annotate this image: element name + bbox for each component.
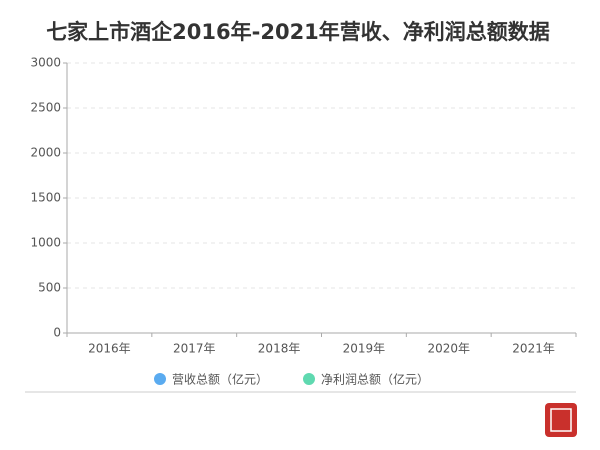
chart-title: 七家上市酒企2016年-2021年营收、净利润总额数据: [46, 20, 550, 44]
x-tick-label: 2020年: [427, 342, 470, 356]
y-tick-label: 500: [38, 281, 61, 295]
y-tick-label: 1500: [30, 191, 61, 205]
legend-swatch: [154, 373, 166, 385]
y-tick-label: 1000: [30, 236, 61, 250]
logo-mark: [550, 408, 572, 432]
y-tick-label: 2500: [30, 101, 61, 115]
legend-label: 营收总额（亿元）: [172, 372, 268, 387]
y-tick-label: 2000: [30, 146, 61, 160]
logo-badge: [545, 403, 577, 437]
y-tick-label: 3000: [30, 56, 61, 70]
logo: [545, 403, 577, 437]
legend-label: 净利润总额（亿元）: [321, 372, 429, 387]
legend-swatch: [303, 373, 315, 385]
x-tick-label: 2019年: [343, 342, 386, 356]
x-tick-label: 2016年: [88, 342, 131, 356]
y-tick-label: 0: [53, 326, 61, 340]
x-tick-label: 2017年: [173, 342, 216, 356]
x-tick-label: 2021年: [512, 342, 555, 356]
x-tick-label: 2018年: [258, 342, 301, 356]
